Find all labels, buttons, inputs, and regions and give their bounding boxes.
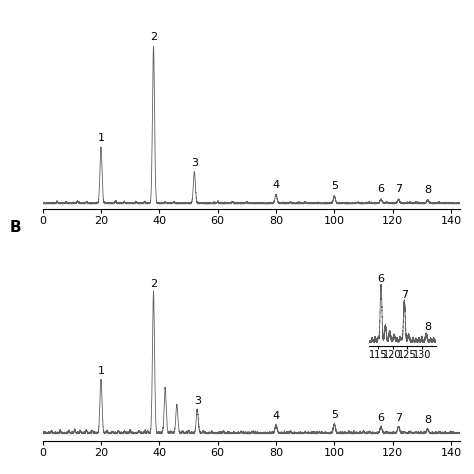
Text: 3: 3: [191, 158, 198, 168]
Text: B: B: [9, 220, 21, 236]
Text: 7: 7: [395, 184, 402, 194]
Text: 2: 2: [150, 32, 157, 43]
Text: 5: 5: [331, 410, 338, 420]
Text: 3: 3: [194, 396, 201, 406]
Text: 5: 5: [331, 182, 338, 191]
Text: 8: 8: [424, 415, 431, 425]
Text: 2: 2: [150, 279, 157, 289]
Text: 7: 7: [395, 412, 402, 422]
Text: 6: 6: [377, 274, 384, 284]
Text: 6: 6: [377, 412, 384, 422]
Text: 4: 4: [273, 180, 280, 190]
Text: 8: 8: [424, 322, 431, 332]
Text: 4: 4: [273, 411, 280, 421]
Text: 1: 1: [98, 133, 104, 143]
Text: 7: 7: [401, 290, 408, 300]
Text: 8: 8: [424, 185, 431, 195]
Text: 6: 6: [377, 184, 384, 194]
Text: 1: 1: [98, 366, 104, 376]
